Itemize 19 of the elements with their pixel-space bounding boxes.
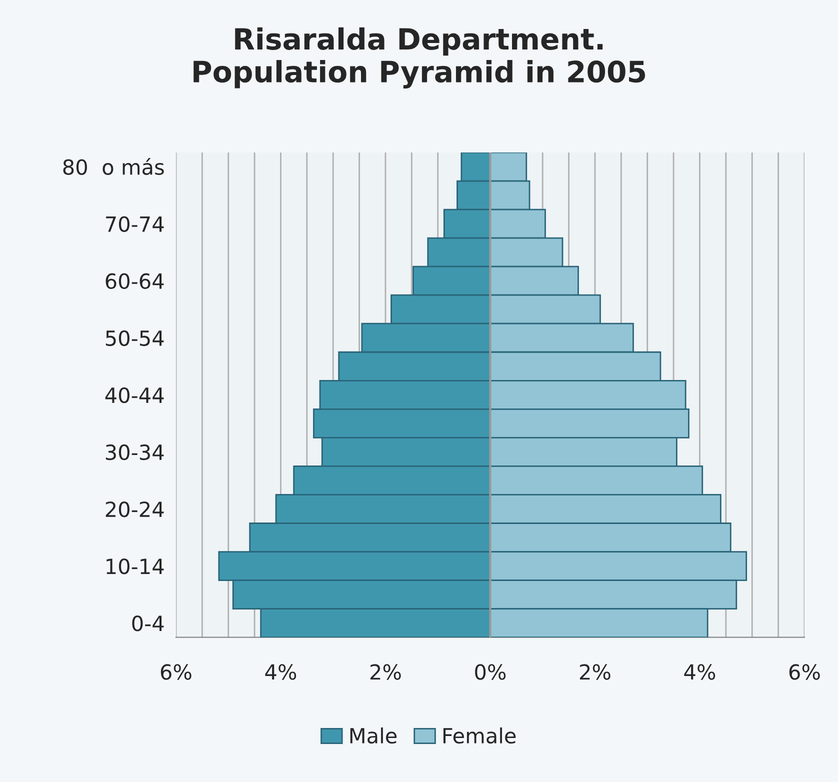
x-tick-label: 0% [475, 664, 506, 680]
x-tick-label: 2% [370, 664, 401, 680]
y-tick-label: 70-74 [106, 216, 164, 232]
x-tick-label: 4% [684, 664, 716, 680]
legend-label: Male [350, 727, 397, 744]
y-tick-label: 10-14 [106, 558, 164, 574]
y-tick-label: 60-64 [106, 273, 164, 290]
y-tick-label: 40-44 [105, 387, 164, 404]
y-tick-label: 80 o más [63, 158, 164, 175]
chart-title: Risaralda Department. Population Pyramid in 2005 [194, 27, 646, 88]
x-tick-label: 4% [265, 664, 296, 680]
legend-label: Female [443, 727, 516, 744]
x-tick-label: 6% [160, 664, 192, 680]
y-tick-label: 50-54 [106, 330, 164, 346]
x-tick-label: 2% [580, 664, 610, 680]
y-tick-label: 30-34 [106, 444, 164, 460]
y-tick-label: 20-24 [106, 501, 164, 518]
y-tick-label: 0-4 [132, 616, 164, 632]
x-tick-label: 6% [789, 664, 820, 680]
